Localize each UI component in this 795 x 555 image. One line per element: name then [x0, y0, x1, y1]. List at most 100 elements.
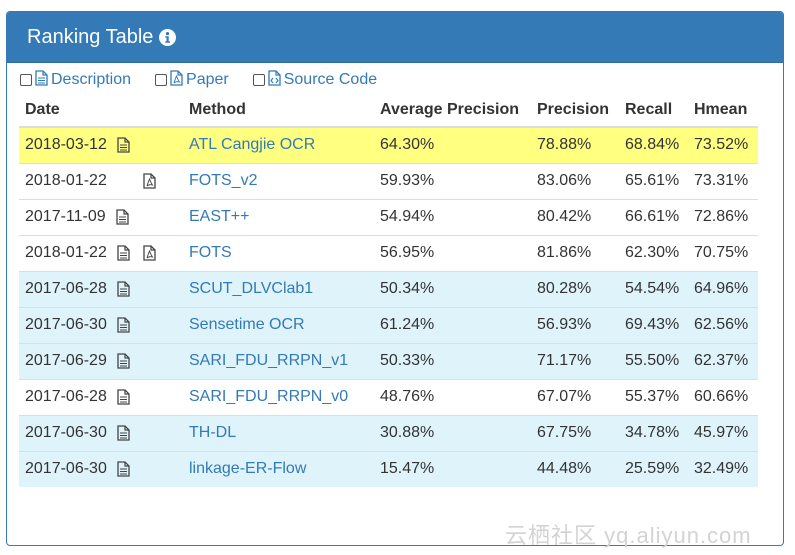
- filter-source-code[interactable]: Source Code: [252, 69, 378, 91]
- table-row: 2017-11-09 EAST++ 54.94% 80.42% 66.61% 72.86%: [19, 198, 758, 235]
- cell-precision: 80.42%: [531, 198, 619, 235]
- source-code-checkbox[interactable]: [252, 74, 265, 86]
- method-link[interactable]: SARI_FDU_RRPN_v1: [189, 352, 349, 369]
- date-text: 2017-11-09: [25, 208, 106, 225]
- pdf-icon[interactable]: [143, 172, 159, 190]
- cell-method: SCUT_DLVClab1: [183, 270, 374, 307]
- ranking-table: Date Method Average Precision Precision …: [19, 94, 758, 487]
- description-icon[interactable]: [117, 352, 133, 370]
- pdf-icon: [170, 69, 186, 91]
- cell-precision: 78.88%: [531, 126, 619, 163]
- cell-date: 2017-06-29: [19, 342, 183, 379]
- description-icon[interactable]: [117, 244, 133, 262]
- method-link[interactable]: SARI_FDU_RRPN_v0: [189, 388, 349, 405]
- cell-average-precision: 50.33%: [374, 342, 531, 379]
- cell-hmean: 70.75%: [688, 234, 758, 271]
- cell-hmean: 64.96%: [688, 270, 758, 307]
- cell-average-precision: 56.95%: [374, 234, 531, 271]
- header-hmean[interactable]: Hmean: [688, 94, 758, 128]
- filter-description[interactable]: Description: [20, 69, 131, 91]
- method-link[interactable]: Sensetime OCR: [189, 316, 305, 333]
- cell-average-precision: 48.76%: [374, 378, 531, 415]
- cell-method: TH-DL: [183, 414, 374, 451]
- method-link[interactable]: EAST++: [189, 208, 250, 225]
- header-average-precision[interactable]: Average Precision: [374, 94, 531, 128]
- cell-recall: 25.59%: [619, 450, 688, 487]
- description-checkbox[interactable]: [20, 74, 32, 86]
- cell-hmean: 32.49%: [688, 450, 758, 487]
- description-icon[interactable]: [116, 208, 132, 226]
- filter-bar: Description Paper Source Code: [20, 69, 401, 91]
- header-precision[interactable]: Precision: [531, 94, 619, 128]
- cell-hmean: 45.97%: [688, 414, 758, 451]
- cell-hmean: 72.86%: [688, 198, 758, 235]
- filter-paper[interactable]: Paper: [155, 69, 229, 91]
- method-link[interactable]: FOTS_v2: [189, 172, 258, 189]
- cell-recall: 55.50%: [619, 342, 688, 379]
- description-icon[interactable]: [117, 388, 133, 406]
- cell-precision: 67.75%: [531, 414, 619, 451]
- date-text: 2018-01-22: [25, 244, 107, 261]
- cell-date: 2017-06-30: [19, 306, 183, 343]
- date-text: 2017-06-29: [25, 352, 107, 369]
- cell-date: 2017-06-30: [19, 450, 183, 487]
- cell-hmean: 62.37%: [688, 342, 758, 379]
- header-recall[interactable]: Recall: [619, 94, 688, 128]
- description-icon[interactable]: [117, 424, 133, 442]
- cell-recall: 54.54%: [619, 270, 688, 307]
- method-link[interactable]: ATL Cangjie OCR: [189, 136, 316, 154]
- cell-hmean: 60.66%: [688, 378, 758, 415]
- cell-date: 2017-06-30: [19, 414, 183, 451]
- pdf-icon[interactable]: [143, 244, 159, 262]
- cell-average-precision: 50.34%: [374, 270, 531, 307]
- table-row: 2018-01-22 FOTS_v2 59.93% 83.06% 65.61% 73.31…: [19, 162, 758, 199]
- cell-precision: 81.86%: [531, 234, 619, 271]
- panel-heading: Ranking Table: [7, 12, 783, 63]
- cell-hmean: 62.56%: [688, 306, 758, 343]
- cell-date: 2017-11-09: [19, 198, 183, 235]
- cell-method: FOTS_v2: [183, 162, 374, 199]
- cell-average-precision: 59.93%: [374, 162, 531, 199]
- info-icon[interactable]: [159, 28, 177, 46]
- date-text: 2017-06-30: [25, 460, 107, 478]
- paper-checkbox[interactable]: [155, 74, 168, 86]
- description-icon[interactable]: [117, 280, 133, 298]
- table-row: 2017-06-28 SARI_FDU_RRPN_v0 48.76% 67.07% 55…: [19, 378, 758, 415]
- ranking-table-body: 2018-03-12 ATL Cangjie OCR 64.30% 78.88% 68.…: [19, 126, 758, 487]
- cell-precision: 71.17%: [531, 342, 619, 379]
- date-text: 2017-06-30: [25, 424, 107, 441]
- cell-method: Sensetime OCR: [183, 306, 374, 343]
- table-row: 2017-06-28 SCUT_DLVClab1 50.34% 80.28% 54.54…: [19, 270, 758, 307]
- method-link[interactable]: FOTS: [189, 244, 232, 261]
- cell-average-precision: 61.24%: [374, 306, 531, 343]
- description-icon[interactable]: [117, 460, 133, 478]
- cell-hmean: 73.31%: [688, 162, 758, 199]
- table-row: 2017-06-30 Sensetime OCR 61.24% 56.93% 69.43…: [19, 306, 758, 343]
- cell-date: 2017-06-28: [19, 378, 183, 415]
- table-row: 2017-06-30 linkage-ER-Flow 15.47% 44.48% 25.…: [19, 450, 758, 487]
- cell-method: ATL Cangjie OCR: [183, 126, 374, 163]
- header-method[interactable]: Method: [183, 94, 374, 128]
- cell-precision: 80.28%: [531, 270, 619, 307]
- method-link[interactable]: SCUT_DLVClab1: [189, 280, 314, 297]
- date-text: 2018-01-22: [25, 172, 107, 189]
- cell-recall: 65.61%: [619, 162, 688, 199]
- source-code-icon: [268, 69, 284, 91]
- method-link[interactable]: TH-DL: [189, 424, 237, 441]
- cell-recall: 62.30%: [619, 234, 688, 271]
- cell-recall: 55.37%: [619, 378, 688, 415]
- header-date[interactable]: Date: [19, 94, 183, 128]
- cell-recall: 34.78%: [619, 414, 688, 451]
- cell-recall: 68.84%: [619, 126, 688, 163]
- filter-source-code-label: Source Code: [283, 71, 378, 88]
- cell-method: SARI_FDU_RRPN_v1: [183, 342, 374, 379]
- cell-precision: 44.48%: [531, 450, 619, 487]
- method-link[interactable]: linkage-ER-Flow: [189, 460, 307, 478]
- date-text: 2017-06-28: [25, 388, 107, 405]
- description-icon[interactable]: [117, 316, 133, 334]
- table-row: 2017-06-29 SARI_FDU_RRPN_v1 50.33% 71.17% 55…: [19, 342, 758, 379]
- watermark: 云栖社区 yq.aliyun.com: [505, 523, 752, 548]
- description-icon[interactable]: [117, 136, 133, 154]
- cell-method: EAST++: [183, 198, 374, 235]
- panel-title: Ranking Table: [27, 25, 154, 48]
